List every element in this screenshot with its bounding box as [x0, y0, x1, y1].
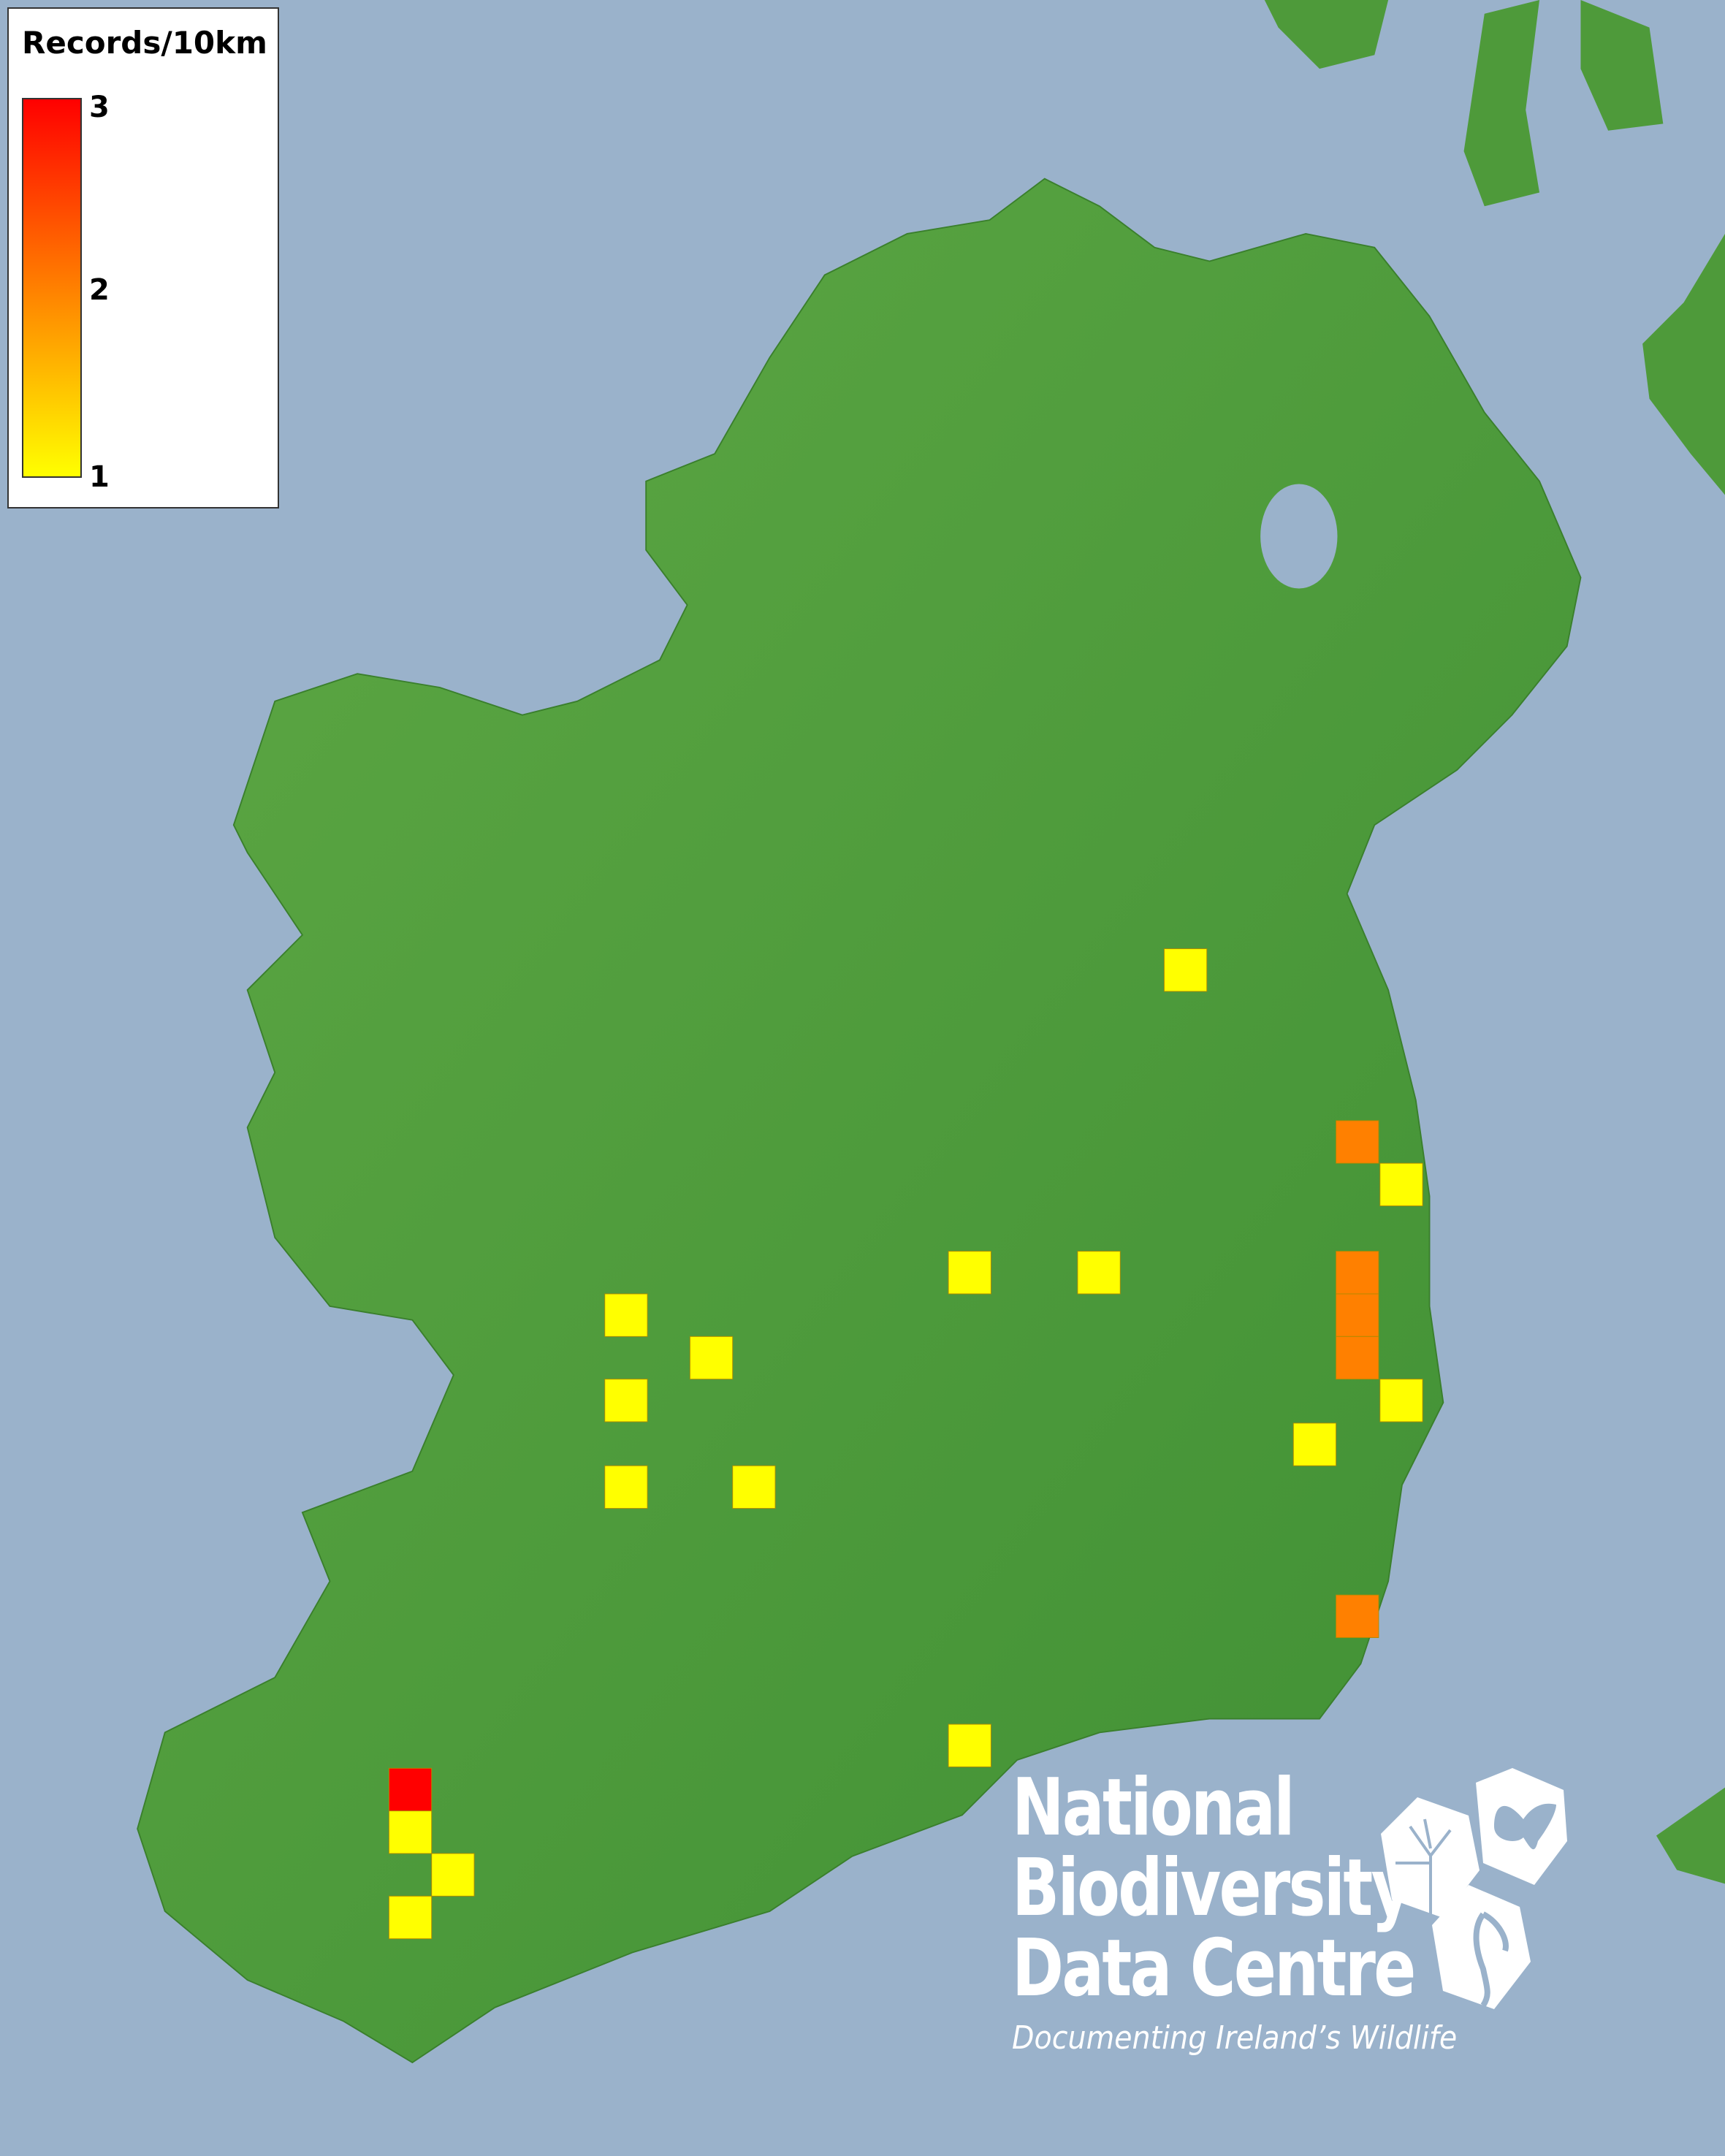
scotland-island — [1463, 0, 1540, 207]
scotland-island — [1580, 0, 1664, 131]
record-square-1 — [1077, 1251, 1121, 1295]
record-square-1 — [604, 1379, 648, 1422]
nbdc-logo: National Biodiversity Data Centre Docume… — [1012, 1768, 1507, 2057]
record-square-1 — [388, 1810, 433, 1854]
record-square-1 — [948, 1251, 991, 1295]
record-square-2 — [1336, 1336, 1379, 1380]
record-square-1 — [948, 1723, 991, 1767]
record-square-1 — [604, 1293, 648, 1337]
legend-tick-max: 3 — [89, 91, 110, 124]
record-square-2 — [1336, 1251, 1379, 1295]
record-square-1 — [1163, 948, 1208, 992]
records-grid — [388, 948, 1423, 1940]
legend-tick-mid: 2 — [89, 273, 110, 307]
logo-icons — [1381, 1768, 1567, 2009]
scotland-island — [1264, 0, 1389, 69]
record-square-2 — [1336, 1293, 1379, 1337]
logo-line-3: Data Centre — [1012, 1923, 1416, 2014]
record-square-1 — [431, 1853, 475, 1897]
record-square-1 — [388, 1895, 433, 1940]
record-square-1 — [732, 1465, 776, 1509]
record-square-1 — [689, 1336, 734, 1380]
logo-tagline: Documenting Ireland’s Wildlife — [1012, 2019, 1458, 2057]
record-square-2 — [1336, 1594, 1379, 1638]
tree-icon — [1381, 1797, 1480, 1918]
legend-color-ramp — [22, 98, 82, 478]
record-square-1 — [604, 1465, 648, 1509]
record-square-1 — [1292, 1422, 1337, 1466]
legend-title: Records/10km — [22, 25, 267, 61]
logo-line-1: National — [1012, 1762, 1295, 1854]
record-square-2 — [1336, 1120, 1379, 1164]
wales-coast — [1656, 1787, 1725, 1884]
legend: Records/10km 3 2 1 — [7, 7, 279, 508]
scotland-mainland — [1642, 233, 1725, 495]
logo-line-2: Biodiversity — [1012, 1843, 1412, 1934]
record-square-3 — [388, 1767, 433, 1812]
legend-tick-min: 1 — [89, 460, 110, 494]
seahorse-icon — [1432, 1885, 1531, 2009]
ireland-landmass — [137, 178, 1582, 2064]
butterfly-icon — [1476, 1768, 1567, 1885]
lough-neagh — [1260, 484, 1338, 589]
record-square-1 — [1379, 1379, 1423, 1422]
record-square-1 — [1379, 1162, 1423, 1206]
